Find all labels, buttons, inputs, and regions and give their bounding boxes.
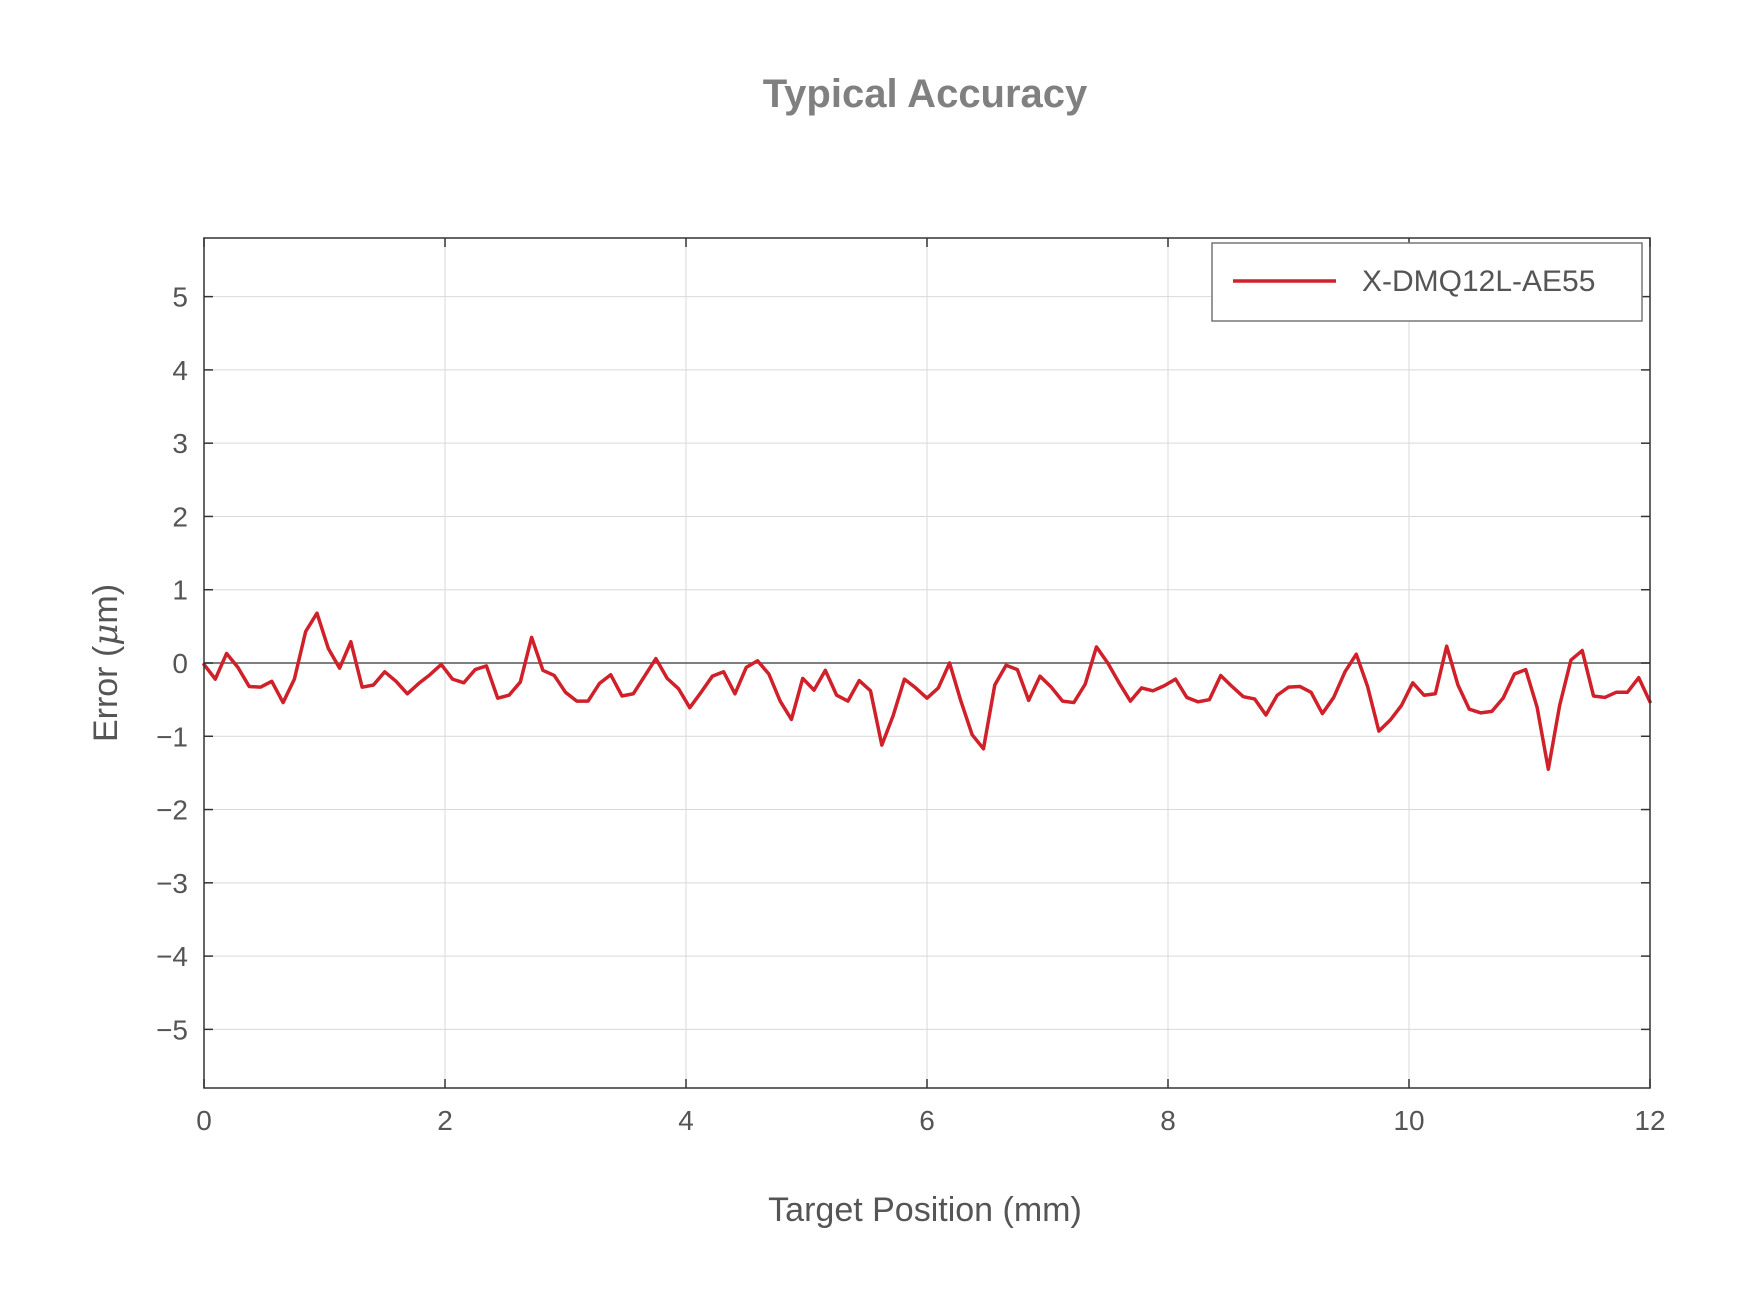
x-tick-label: 2	[437, 1105, 453, 1136]
legend: X-DMQ12L-AE55	[1211, 242, 1643, 322]
x-tick-label: 4	[678, 1105, 694, 1136]
series-line-x-dmq12l-ae55	[202, 611, 1652, 771]
x-tick-label: 6	[919, 1105, 935, 1136]
y-tick-label: 1	[172, 575, 188, 606]
axis-ticks	[203, 238, 1651, 1088]
x-tick-label: 10	[1393, 1105, 1424, 1136]
y-axis-label-suffix: m)	[87, 584, 125, 624]
chart-title: Typical Accuracy	[763, 72, 1088, 116]
x-tick-labels: 0 2 4 6 8 10 12	[196, 1105, 1665, 1136]
y-axis-label-prefix: Error (	[87, 645, 125, 742]
y-tick-label: −1	[156, 721, 188, 752]
y-tick-label: −3	[156, 868, 188, 899]
y-tick-label: 0	[172, 648, 188, 679]
legend-label: X-DMQ12L-AE55	[1362, 265, 1595, 298]
y-tick-label: 2	[172, 501, 188, 532]
y-tick-label: 4	[172, 355, 188, 386]
series-layer	[202, 611, 1652, 771]
grid-lines	[204, 238, 1650, 1088]
x-axis-label: Target Position (mm)	[768, 1191, 1082, 1229]
y-tick-label: 3	[172, 428, 188, 459]
y-axis-label: Error (μm)	[86, 584, 126, 742]
y-tick-label: 5	[172, 282, 188, 313]
y-tick-label: −2	[156, 795, 188, 826]
y-tick-labels: 5 4 3 2 1 0 −1 −2 −3 −4 −5	[156, 282, 188, 1046]
x-tick-label: 8	[1160, 1105, 1176, 1136]
y-tick-label: −5	[156, 1014, 188, 1045]
x-tick-label: 0	[196, 1105, 212, 1136]
y-axis-label-unit-mu: μ	[86, 624, 126, 646]
x-tick-label: 12	[1634, 1105, 1665, 1136]
y-tick-label: −4	[156, 941, 188, 972]
